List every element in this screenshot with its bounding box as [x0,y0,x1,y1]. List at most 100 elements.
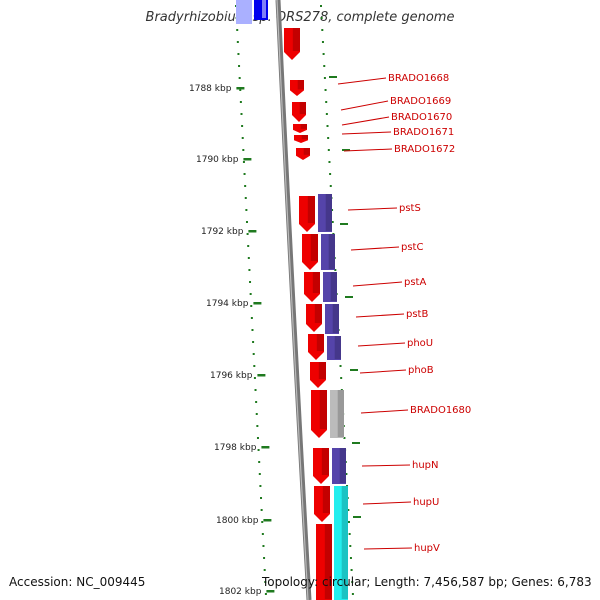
guide-dot [325,101,328,103]
guide-dot [343,437,346,439]
guide-dot [237,53,240,55]
arrow-shade [319,390,327,429]
arrow-body [294,135,308,143]
gene-arrow-hupv [316,524,332,600]
gene-label: BRADO1668 [388,73,449,84]
guide-dot [320,5,322,7]
guide-dot [241,125,244,127]
leader-line [343,148,393,152]
guide-dot [240,113,243,115]
leader-line [350,246,400,251]
leader-line [362,501,412,505]
slate-block-1 [318,194,332,232]
arrow-shade [325,194,332,231]
kbp-tick-mark [248,230,257,233]
guide-dot [249,293,252,295]
gene-label: BRADO1670 [391,112,452,123]
gene-arrows-layer [236,0,348,600]
guide-dot [263,569,266,571]
guide-dot [255,413,258,415]
arrow-shade [297,80,304,90]
guide-dot [263,557,266,559]
arrow-body [308,334,324,360]
gene-arrow-pstb [306,304,322,332]
guide-dot [324,89,327,91]
guide-dot [322,53,325,55]
leader-line [341,131,392,135]
guide-dot [331,221,334,223]
leader-line [355,313,405,318]
leader-line [337,77,387,85]
guide-dot [250,305,253,307]
arrow-body [304,272,320,302]
guide-dot [236,41,239,43]
kbp-tick-label: 1788 kbp [189,84,232,94]
partial-gene-shine [262,0,266,18]
kbp-tick-label: 1798 kbp [214,443,257,453]
arrow-body [311,390,327,438]
arrow-shade [339,448,346,483]
gene-arrow-hupu [314,486,330,522]
gene-arrow-brado1669 [292,102,306,122]
gene-label: BRADO1669 [390,96,451,107]
guide-dot [347,521,350,523]
guide-dot [253,365,256,367]
arrow-shade [312,272,320,293]
arrow-shade [316,334,324,351]
guide-dot [254,389,257,391]
guide-dot [252,353,255,355]
arrow-body [332,448,346,484]
guide-dot [339,365,342,367]
partial-gene-light [236,0,252,24]
guide-dot [255,401,258,403]
arrow-shade [330,272,337,301]
gene-label: pstS [399,203,421,214]
gene-arrow-brado1671 [294,135,308,143]
kbp-tick-label: 1792 kbp [201,227,244,237]
arrow-body [330,390,344,438]
gene-label: pstC [401,242,423,253]
gene-label: BRADO1672 [394,144,455,155]
arrow-body [293,124,307,133]
leader-line [340,100,389,111]
guide-dot [242,161,245,163]
guide-dot [256,425,259,427]
guide-dot [321,41,324,43]
guide-dot [247,245,250,247]
arrow-shade [328,234,335,269]
guide-dot [327,149,330,151]
guide-dot [320,17,323,19]
arrow-body [313,448,329,484]
leader-line [363,547,413,550]
guide-dot [323,65,326,67]
kbp-tick-label: 1794 kbp [206,299,249,309]
gene-label: pstB [406,309,428,320]
guide-dot [326,125,329,127]
kbp-tick-mark [253,302,262,305]
kbp-tick-label: 1790 kbp [196,155,239,165]
leader-line [357,342,406,347]
arrow-body [316,524,332,600]
slate-block-4 [325,304,339,334]
backbone-layer [275,0,312,600]
arrow-shade [310,234,318,261]
arrow-body [327,336,341,360]
guide-dot [349,545,352,547]
minor-tick [329,76,337,78]
kbp-tick-label: 1796 kbp [210,371,253,381]
gene-arrow-pstc [302,234,318,270]
minor-tick [340,223,348,225]
guide-dot [351,593,354,595]
gene-arrow-phou [308,334,324,360]
kbp-tick-mark [236,87,245,90]
guide-dot [239,89,242,91]
arrow-body [284,28,300,60]
guide-dot [329,185,332,187]
gene-label: hupU [413,497,439,508]
guide-dot [251,329,254,331]
guide-dot [259,485,262,487]
arrow-shade [300,124,307,129]
genome-backbone-highlight [276,0,309,600]
kbp-tick-mark [263,519,272,522]
guide-dot [247,257,250,259]
